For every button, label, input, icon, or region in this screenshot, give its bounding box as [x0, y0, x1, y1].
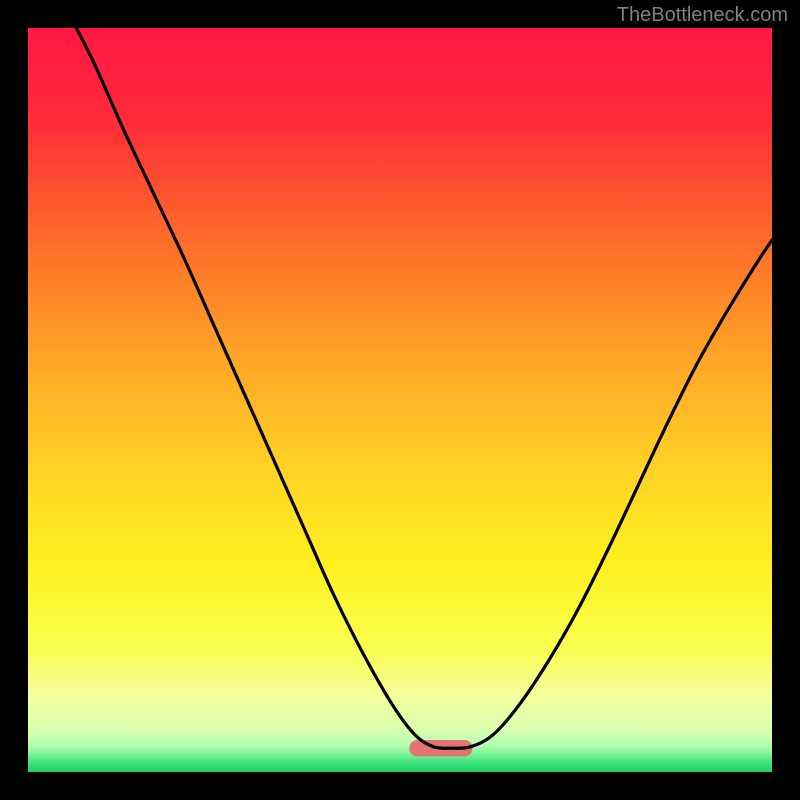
chart-container: TheBottleneck.com — [0, 0, 800, 800]
watermark-text: TheBottleneck.com — [617, 4, 788, 27]
bottleneck-chart — [28, 28, 772, 772]
chart-area — [28, 28, 772, 772]
gradient-background — [28, 28, 772, 772]
